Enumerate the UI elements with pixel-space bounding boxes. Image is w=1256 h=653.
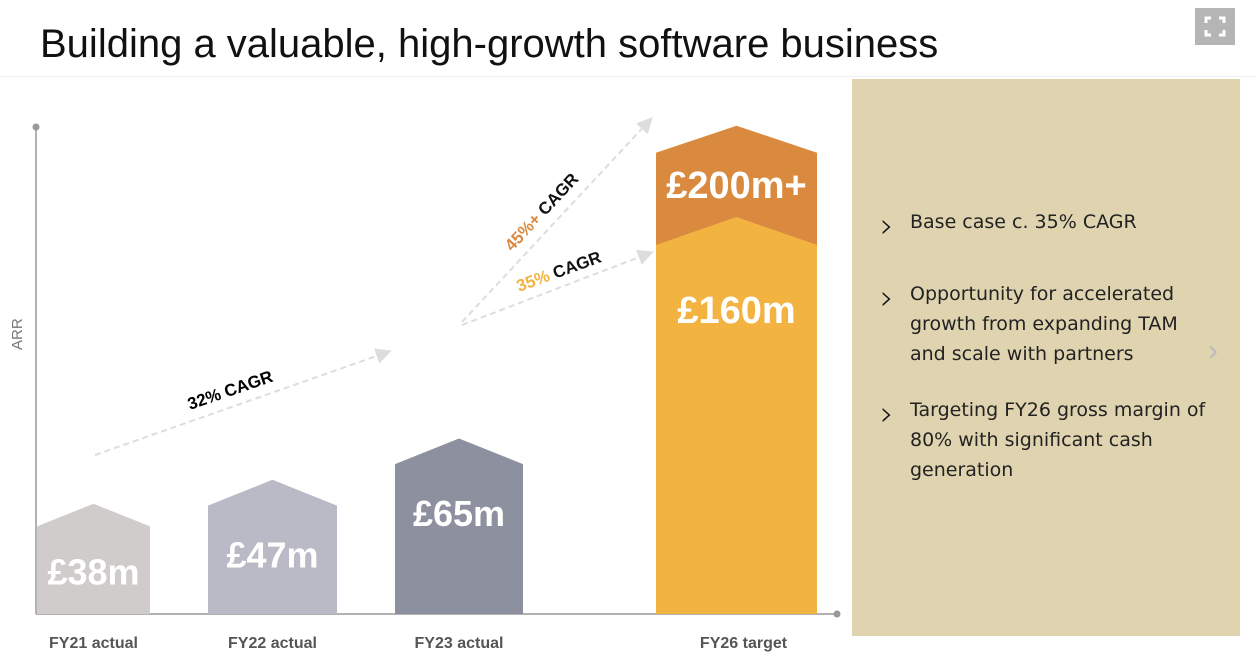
annotation-45-cagr: 45%+ CAGR <box>501 170 582 255</box>
x-tick-label: FY21 actual <box>49 635 138 652</box>
divider <box>0 76 1256 77</box>
x-tick-label: FY22 actual <box>228 635 317 652</box>
arr-chart: ARR £38m FY21 actual £47m FY22 actual £65m FY… <box>9 117 841 652</box>
chevron-right-icon: › <box>880 278 894 318</box>
bar-value-label: £47m <box>226 535 318 576</box>
bar-3 <box>656 217 817 614</box>
bullet-3: › Targeting FY26 gross margin of 80% with… <box>880 395 1210 485</box>
bar-label-upside: £200m+ <box>666 165 807 207</box>
bar-0 <box>37 503 150 614</box>
bullet-2: › Opportunity for accelerated growth from… <box>880 279 1210 369</box>
y-axis-label: ARR <box>9 318 26 350</box>
page-title: Building a valuable, high-growth softwar… <box>40 22 939 66</box>
bullet-1: › Base case c. 35% CAGR <box>880 206 1137 246</box>
bar-1 <box>208 479 337 614</box>
y-axis-end <box>32 123 40 131</box>
x-tick-label: FY23 actual <box>415 635 504 652</box>
fullscreen-icon <box>1204 16 1226 37</box>
bar-value-label: £160m <box>677 290 795 332</box>
trend-45 <box>461 117 653 323</box>
trend-32 <box>94 348 392 456</box>
bar-fy26-upside <box>656 125 817 250</box>
chevron-right-icon: › <box>880 206 894 246</box>
trend-35 <box>461 249 654 326</box>
key-points-panel: › Base case c. 35% CAGR › Opportunity for … <box>852 79 1240 636</box>
bar-2 <box>395 438 523 614</box>
x-axis-end <box>833 610 841 618</box>
bar-value-label: £65m <box>413 493 505 534</box>
bar-value-label: £38m <box>47 551 139 592</box>
x-tick-label: FY26 target <box>700 635 788 652</box>
fullscreen-button[interactable] <box>1195 8 1235 45</box>
next-slide-chevron-icon[interactable]: › <box>1208 334 1218 367</box>
chevron-right-icon: › <box>880 394 894 434</box>
